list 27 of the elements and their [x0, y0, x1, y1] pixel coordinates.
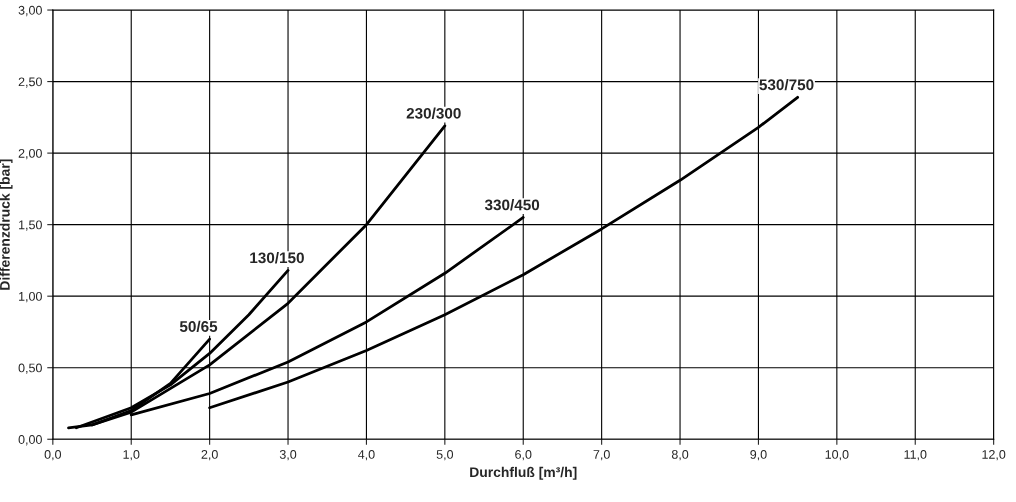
x-tick-label: 8,0 — [671, 450, 689, 461]
y-axis-title: Differenzdruck [bar] — [0, 159, 13, 290]
y-tick-label: 1,00 — [19, 291, 42, 303]
series-label: 130/150 — [250, 252, 304, 264]
y-tick-label: 2,50 — [18, 77, 42, 88]
x-tick-label: 0,0 — [44, 450, 62, 461]
x-tick-label: 5,0 — [436, 450, 454, 461]
x-axis-title: Durchfluß [m³/h] — [470, 466, 577, 480]
series-label: 530/750 — [759, 78, 814, 91]
x-tick-label: 10,0 — [825, 450, 849, 461]
y-tick-label: 3,00 — [18, 5, 42, 17]
y-tick-label: 2,00 — [18, 148, 42, 160]
x-tick-label: 12,0 — [982, 450, 1006, 461]
x-tick-label: 4,0 — [358, 450, 375, 461]
x-tick-label: 1,0 — [123, 450, 140, 461]
series-label: 230/300 — [406, 107, 461, 119]
x-tick-label: 3,0 — [279, 450, 297, 461]
x-tick-label: 9,0 — [750, 450, 767, 461]
x-tick-label: 2,0 — [201, 450, 218, 461]
x-tick-label: 7,0 — [593, 450, 610, 461]
y-tick-label: 1,50 — [19, 220, 42, 231]
series-label: 50/65 — [179, 320, 218, 333]
y-tick-label: 0,50 — [18, 363, 42, 374]
x-tick-label: 6,0 — [515, 450, 532, 461]
y-tick-label: 0,00 — [18, 435, 42, 446]
x-tick-label: 11,0 — [904, 450, 927, 461]
series-label: 330/450 — [484, 199, 540, 211]
